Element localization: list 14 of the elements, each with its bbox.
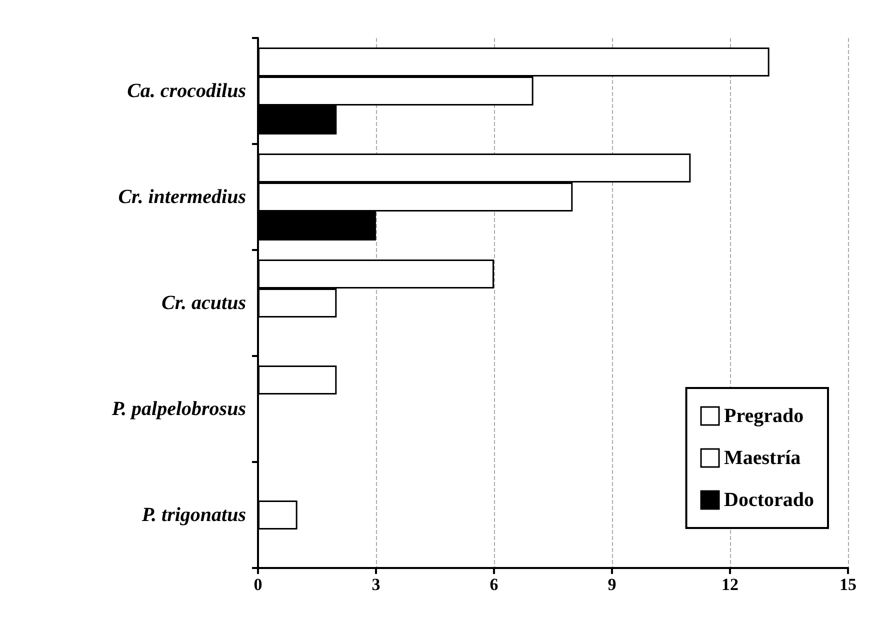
x-tick-label: 6 (490, 575, 498, 594)
x-tick-label: 15 (840, 575, 856, 594)
y-tick-label: Ca. crocodilus (127, 80, 246, 102)
legend-label: Doctorado (724, 489, 814, 511)
x-tick-label: 12 (722, 575, 738, 594)
x-tick-label: 9 (608, 575, 616, 594)
x-tick-label: 3 (372, 575, 380, 594)
y-tick-label: P. palpelobrosus (110, 398, 246, 420)
x-tick-label: 0 (254, 575, 262, 594)
y-tick-label: Cr. acutus (162, 292, 246, 314)
legend-label: Maestría (724, 447, 801, 469)
legend-label: Pregrado (724, 405, 804, 427)
y-tick-label: P. trigonatus (140, 504, 246, 526)
y-tick-label: Cr. intermedius (118, 186, 246, 208)
